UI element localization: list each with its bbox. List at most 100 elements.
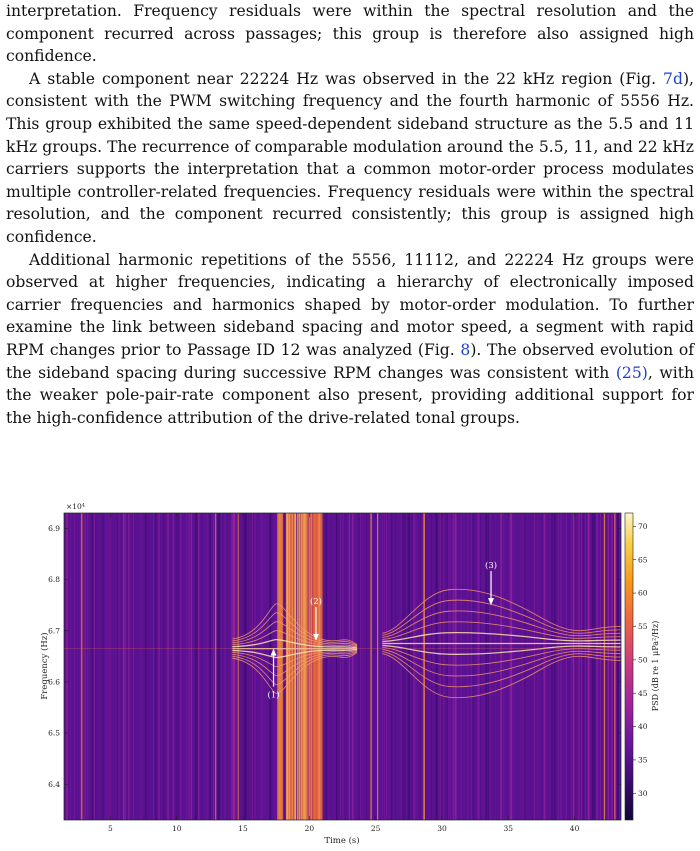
noise-column xyxy=(524,513,526,820)
annotations: (1) (2) (3) xyxy=(268,560,498,700)
noise-column xyxy=(513,513,515,820)
y-tick-label: 6.5 xyxy=(48,729,60,738)
noise-column xyxy=(556,513,558,820)
noise-column xyxy=(592,513,594,820)
noise-column xyxy=(477,513,480,820)
y-multiplier: ×10⁴ xyxy=(66,502,85,511)
noise-column xyxy=(454,513,456,820)
noise-column xyxy=(162,513,163,820)
noise-column xyxy=(198,513,200,820)
noise-column xyxy=(485,513,488,820)
noise-column xyxy=(161,513,163,820)
sideband-line xyxy=(232,630,358,648)
broadband-band xyxy=(301,513,303,820)
spectrogram-figure: 5 10 15 20 25 30 35 40 6.4 6.5 6.6 6.7 6.8 6.9 ×10⁴ F… xyxy=(39,502,660,846)
broadband-core xyxy=(289,513,290,820)
noise-column xyxy=(155,513,157,820)
sideband-line xyxy=(232,648,358,659)
noise-column xyxy=(572,513,575,820)
broadband-core xyxy=(294,513,296,820)
cross-reference-link[interactable]: 8 xyxy=(460,340,471,359)
text-run: Additional harmonic repetitions of the 5… xyxy=(6,250,694,359)
noise-column xyxy=(439,513,442,820)
x-tick-label: 15 xyxy=(238,824,248,833)
noise-column xyxy=(400,513,403,820)
noise-column xyxy=(490,513,491,820)
noise-column xyxy=(260,513,263,820)
noise-column xyxy=(134,513,135,820)
sideband-line xyxy=(382,621,621,640)
noise-column xyxy=(471,513,473,820)
noise-column xyxy=(534,513,535,820)
noise-column xyxy=(212,513,215,820)
noise-column xyxy=(190,513,192,820)
noise-column xyxy=(233,513,235,820)
broadband-band xyxy=(311,513,314,820)
noise-column xyxy=(195,513,196,820)
broadband-transient xyxy=(370,513,372,820)
cross-reference-link[interactable]: (25) xyxy=(615,363,648,382)
noise-column xyxy=(435,513,438,820)
noise-column xyxy=(413,513,415,820)
broadband-core xyxy=(308,513,310,820)
broadband-core xyxy=(297,513,299,820)
broadband-band xyxy=(306,513,308,820)
sideband-line xyxy=(232,652,358,694)
noise-column xyxy=(101,513,104,820)
noise-column xyxy=(105,513,107,820)
noise-column xyxy=(211,513,212,820)
noise-column xyxy=(571,513,573,820)
noise-column xyxy=(83,513,86,820)
broadband-transient xyxy=(614,513,616,820)
sideband-line xyxy=(382,588,621,634)
noise-column xyxy=(285,513,287,820)
noise-column xyxy=(260,513,262,820)
noise-column xyxy=(446,513,448,820)
noise-column xyxy=(560,513,561,820)
noise-column xyxy=(611,513,614,820)
noise-column xyxy=(540,513,543,820)
broadband-transient xyxy=(237,513,239,820)
noise-column xyxy=(607,513,610,820)
cross-reference-link[interactable]: 7d xyxy=(663,69,683,88)
noise-column xyxy=(452,513,454,820)
broadband-band xyxy=(310,513,312,820)
broadband-transient xyxy=(215,513,217,820)
noise-column xyxy=(366,513,368,820)
noise-column xyxy=(66,513,68,820)
noise-column xyxy=(391,513,393,820)
colorbar-tick-label: 70 xyxy=(638,522,648,531)
noise-column xyxy=(575,513,578,820)
noise-column xyxy=(576,513,578,820)
body-text: interpretation. Frequency residuals were… xyxy=(6,0,694,429)
noise-column xyxy=(384,513,385,820)
y-tick-label: 6.7 xyxy=(48,626,60,635)
noise-column xyxy=(601,513,603,820)
noise-column xyxy=(247,513,249,820)
noise-column xyxy=(140,513,142,820)
noise-column xyxy=(362,513,364,820)
sideband-line xyxy=(232,638,358,649)
noise-column xyxy=(595,513,597,820)
broadband-core xyxy=(295,513,297,820)
broadband-transient xyxy=(81,513,83,820)
noise-column xyxy=(379,513,380,820)
x-tick-label: 10 xyxy=(172,824,182,833)
noise-column xyxy=(385,513,387,820)
noise-column xyxy=(479,513,481,820)
noise-column xyxy=(325,513,328,820)
noise-column xyxy=(147,513,149,820)
x-axis-label: Time (s) xyxy=(324,835,359,846)
noise-column xyxy=(221,513,223,820)
text-run: , with the weaker pole-pair-rate compone… xyxy=(6,363,694,427)
noise-column xyxy=(336,513,338,820)
sideband-line xyxy=(232,650,358,676)
noise-column xyxy=(502,513,505,820)
noise-column xyxy=(73,513,75,820)
noise-column xyxy=(381,513,383,820)
sideband-line xyxy=(382,610,621,638)
noise-column xyxy=(565,513,567,820)
noise-column xyxy=(360,513,361,820)
broadband-band xyxy=(308,513,311,820)
noise-column xyxy=(244,513,246,820)
